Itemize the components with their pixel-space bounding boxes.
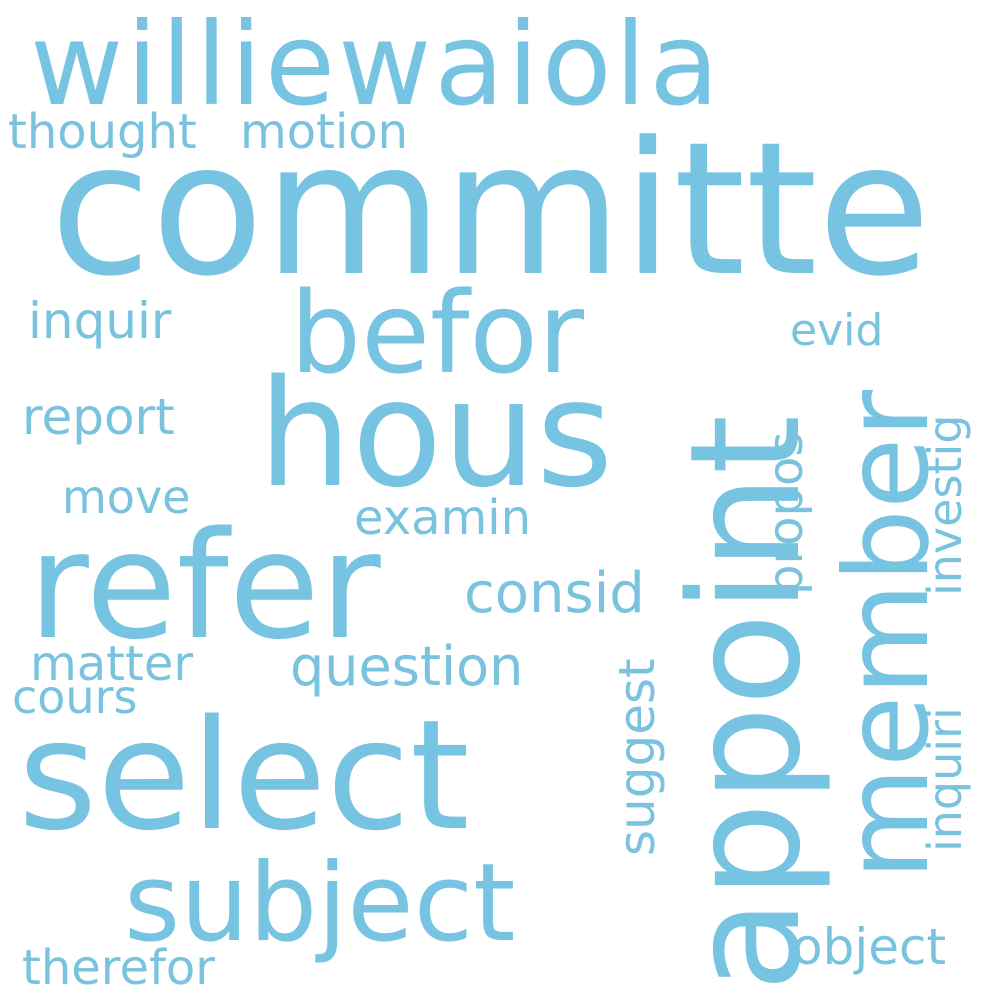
word-evid: evid [790, 305, 884, 356]
word-befor: befor [290, 269, 584, 399]
word-committe: committe [50, 103, 931, 317]
word-therefor: therefor [22, 940, 215, 996]
word-thought: thought [8, 104, 197, 160]
word-propos: propos [758, 431, 814, 595]
word-williewaiola: williewaiola [30, 0, 723, 131]
word-move: move [62, 470, 191, 524]
word-question: question [290, 635, 524, 698]
word-investig: investig [918, 414, 972, 596]
word-report: report [22, 388, 175, 446]
word-suggest: suggest [608, 658, 666, 856]
word-inquir: inquir [28, 292, 172, 350]
word-refer: refer [28, 500, 381, 672]
word-inquiri: inquiri [918, 707, 972, 852]
word-select: select [18, 687, 470, 864]
word-examin: examin [354, 490, 532, 546]
word-object: object [792, 918, 947, 976]
word-motion: motion [240, 104, 409, 160]
word-cours: cours [12, 670, 138, 724]
word-subject: subject [124, 841, 516, 966]
word-consid: consid [464, 561, 645, 626]
word-matter: matter [30, 636, 194, 692]
word-hous: hous [258, 348, 614, 520]
